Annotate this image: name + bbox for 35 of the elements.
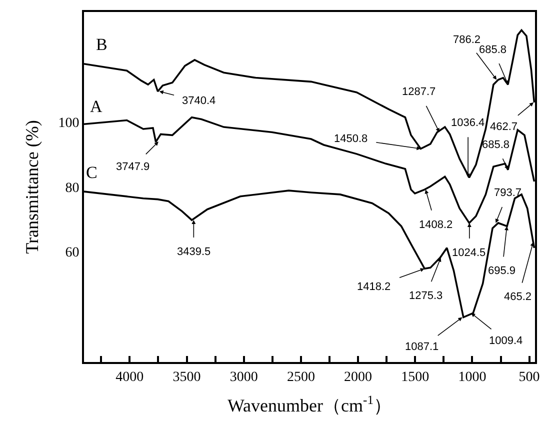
annotation: 685.8 xyxy=(482,139,510,151)
annotation: 1408.2 xyxy=(419,219,453,231)
x-axis-title: Wavenumber（cm$^{-1}$） xyxy=(227,392,392,416)
annotation: 1450.8 xyxy=(334,133,368,145)
x-tick-label: 3500 xyxy=(172,370,201,385)
annotation: 3439.5 xyxy=(177,246,211,258)
x-tick-label: 4000 xyxy=(116,370,144,385)
y-tick-label: 100 xyxy=(58,116,80,132)
annotation: 3747.9 xyxy=(116,161,150,173)
series-label: A xyxy=(90,97,103,116)
y-tick-label: 60 xyxy=(65,246,80,261)
series-label: C xyxy=(86,163,98,182)
annotation: 793.7 xyxy=(494,187,522,199)
x-tick-label: 2500 xyxy=(286,370,315,385)
annotation: 1087.1 xyxy=(405,341,439,353)
annotation: 1418.2 xyxy=(357,281,391,293)
x-tick-label: 1500 xyxy=(401,370,430,385)
y-tick-label: 80 xyxy=(65,180,80,196)
x-tick-label: 1000 xyxy=(458,370,486,385)
annotation: 1009.4 xyxy=(489,335,523,347)
x-tick-label: 500 xyxy=(518,370,540,385)
y-axis-title: Transmittance (%) xyxy=(22,120,42,254)
annotation: 3740.4 xyxy=(182,95,216,107)
annotation: 1024.5 xyxy=(452,247,486,259)
x-tick-label: 2000 xyxy=(344,370,372,385)
annotation: 1036.4 xyxy=(451,117,485,129)
annotation: 695.9 xyxy=(488,265,516,277)
annotation: 786.2 xyxy=(453,34,481,46)
annotation: 685.8 xyxy=(479,44,507,56)
annotation: 1275.3 xyxy=(409,290,443,302)
series-label: B xyxy=(96,35,108,54)
x-tick-label: 3000 xyxy=(230,370,258,385)
annotation: 1287.7 xyxy=(402,86,436,98)
annotation: 465.2 xyxy=(504,291,532,303)
annotation: 462.7 xyxy=(490,121,518,133)
